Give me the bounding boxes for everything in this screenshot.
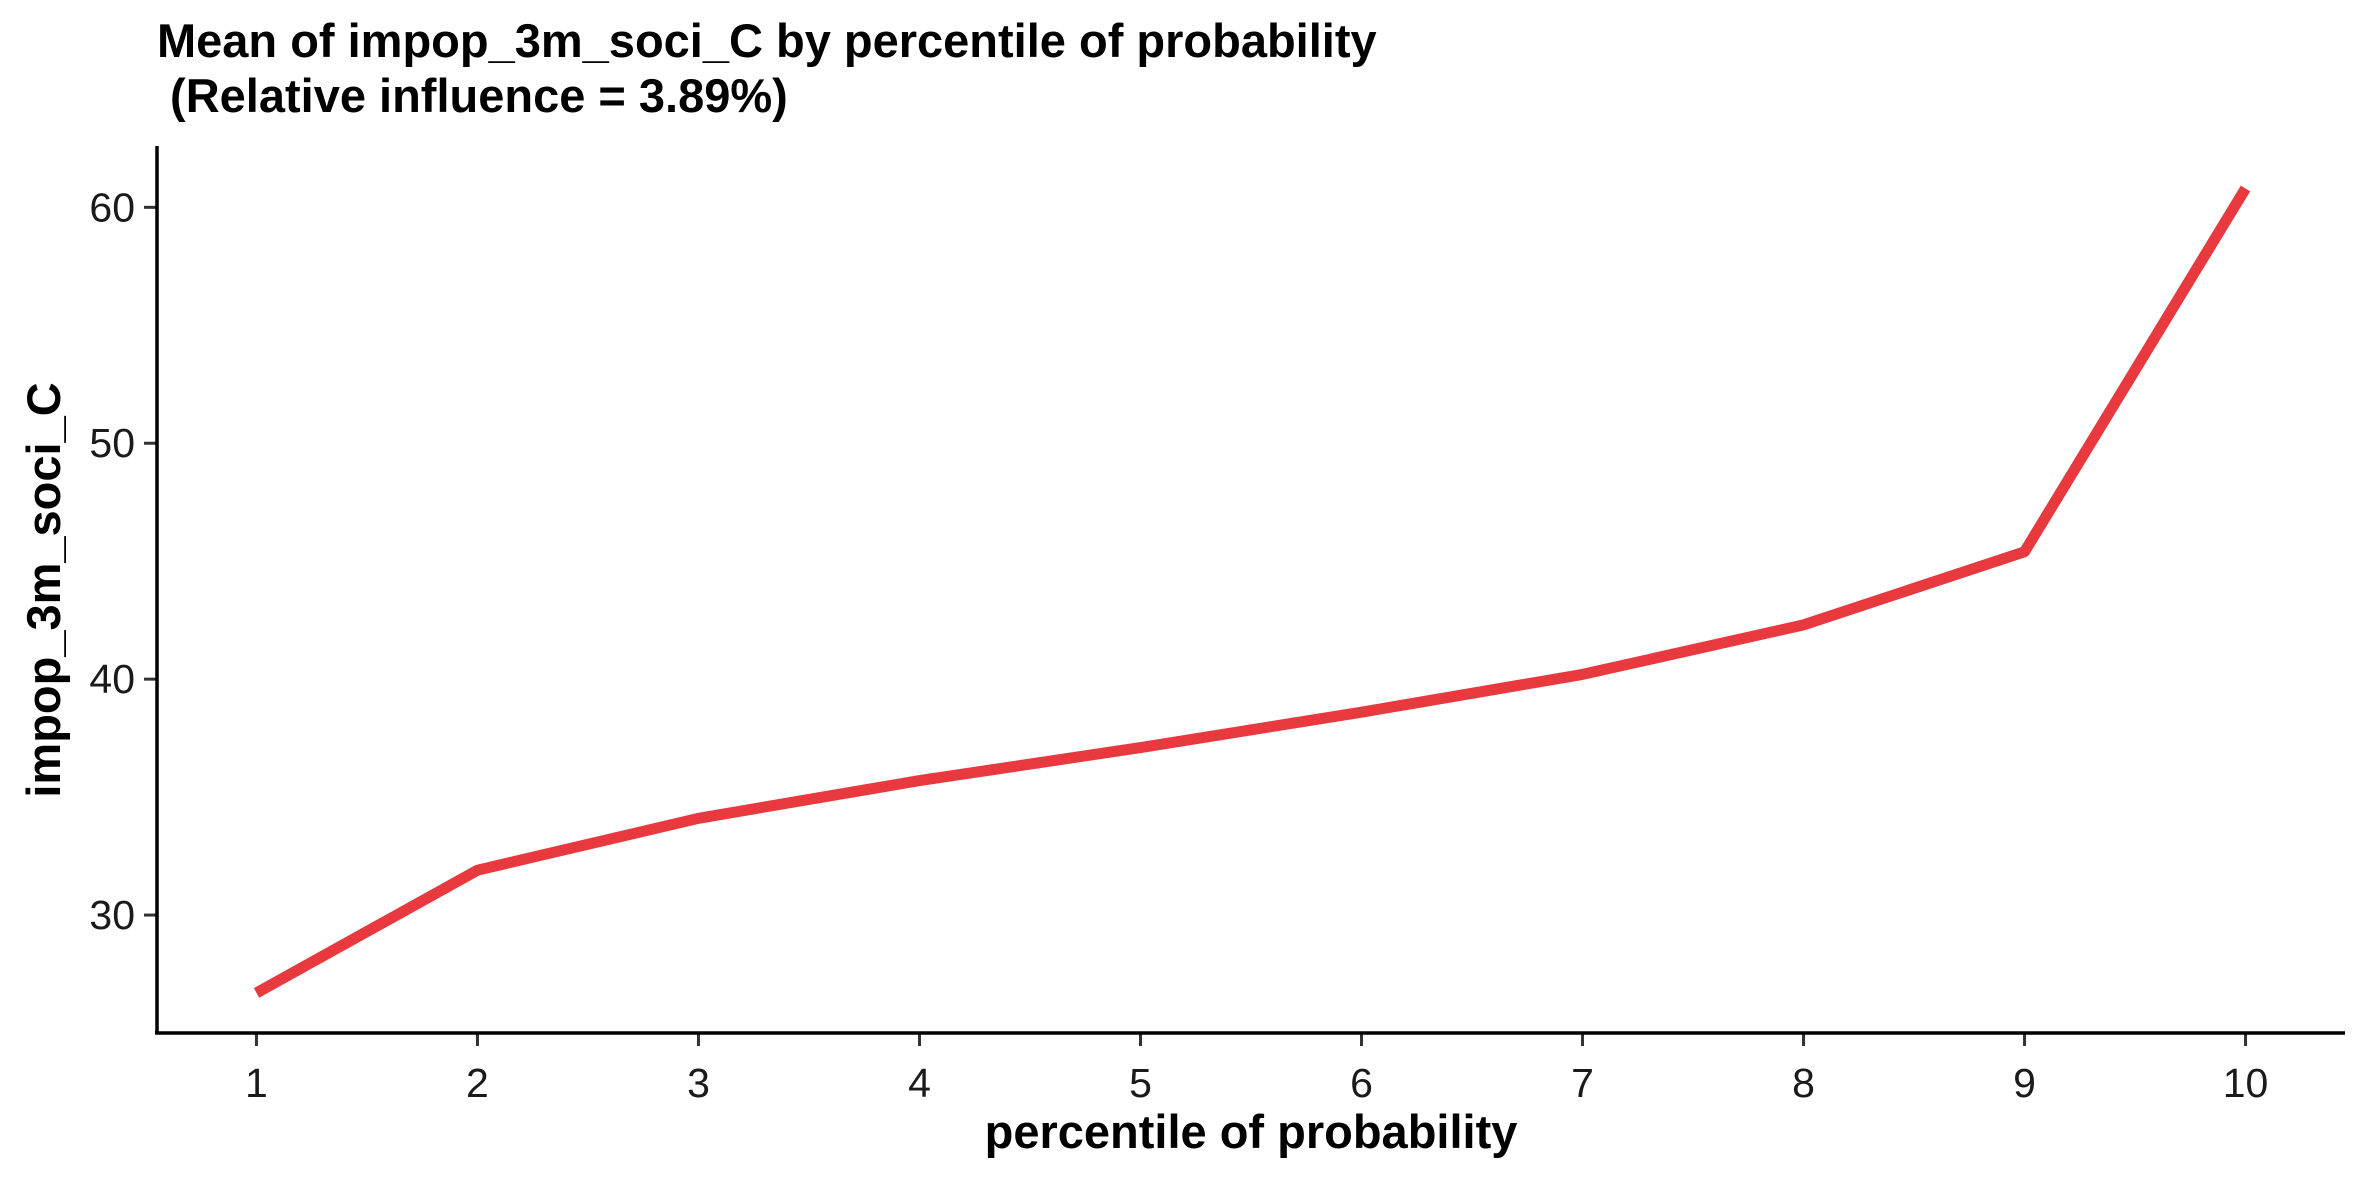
- y-tick-label: 60: [89, 184, 135, 230]
- y-tick-label: 50: [89, 420, 135, 466]
- x-tick-label: 9: [2013, 1060, 2036, 1106]
- chart-title-line-1: Mean of impop_3m_soci_C by percentile of…: [157, 14, 1377, 67]
- x-tick-label: 2: [466, 1060, 489, 1106]
- x-axis-title: percentile of probability: [985, 1105, 1518, 1158]
- chart-title: Mean of impop_3m_soci_C by percentile of…: [157, 14, 1377, 122]
- chart-title-line-2: (Relative influence = 3.89%): [157, 69, 788, 122]
- x-tick-label: 6: [1350, 1060, 1373, 1106]
- x-tick-label: 7: [1571, 1060, 1594, 1106]
- y-axis-title: impop_3m_soci_C: [17, 382, 70, 797]
- x-tick-label: 4: [908, 1060, 931, 1106]
- x-tick-label: 1: [245, 1060, 268, 1106]
- x-tick-label: 10: [2223, 1060, 2269, 1106]
- x-tick-label: 8: [1792, 1060, 1815, 1106]
- y-tick-label: 30: [89, 892, 135, 938]
- series-line: [253, 185, 2251, 998]
- x-tick-label: 5: [1129, 1060, 1152, 1106]
- x-axis-ticks: 1 2 3 4 5 6 7 8 9 10: [245, 1033, 2268, 1106]
- y-axis-ticks: 30 40 50 60: [89, 184, 157, 938]
- y-tick-label: 40: [89, 656, 135, 702]
- x-tick-label: 3: [687, 1060, 710, 1106]
